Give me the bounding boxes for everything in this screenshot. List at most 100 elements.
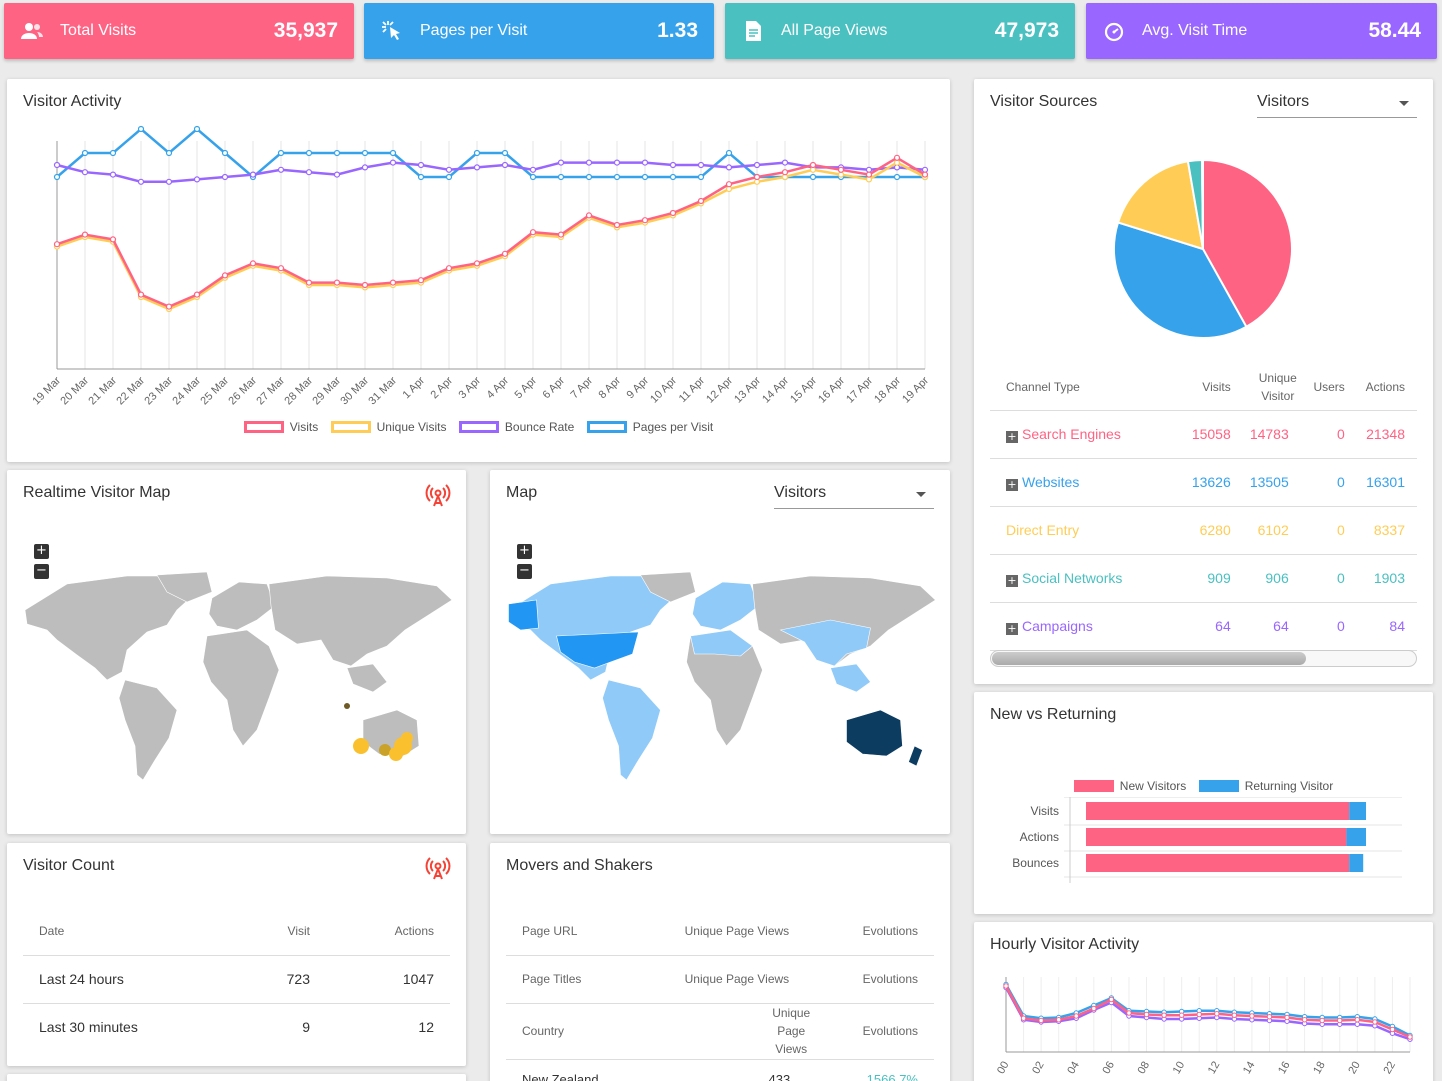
data-point[interactable]: [697, 173, 705, 181]
data-point[interactable]: [109, 236, 117, 243]
data-point[interactable]: [165, 178, 173, 185]
data-point[interactable]: [221, 272, 229, 279]
data-point[interactable]: [473, 149, 481, 157]
data-point[interactable]: [249, 260, 257, 267]
data-point[interactable]: [1319, 1017, 1325, 1024]
map-dropdown[interactable]: Visitors: [774, 484, 934, 509]
data-point[interactable]: [613, 173, 621, 181]
data-point[interactable]: [389, 279, 397, 286]
bar-returning-visitor[interactable]: [1349, 854, 1364, 872]
channel-cell[interactable]: + Social Networks: [990, 554, 1176, 602]
data-point[interactable]: [1143, 1011, 1150, 1018]
data-point[interactable]: [417, 161, 425, 169]
data-point[interactable]: [417, 277, 425, 284]
data-point[interactable]: [669, 161, 677, 169]
data-point[interactable]: [165, 149, 173, 157]
series-line-visits[interactable]: [56, 156, 926, 308]
data-point[interactable]: [1003, 983, 1009, 989]
data-point[interactable]: [361, 281, 369, 289]
series-line-pages-per-visit[interactable]: [1004, 983, 1411, 1037]
data-point[interactable]: [1301, 1017, 1308, 1023]
data-point[interactable]: [305, 149, 313, 157]
data-point[interactable]: [109, 149, 117, 157]
data-point[interactable]: [1372, 1019, 1378, 1025]
data-point[interactable]: [1020, 1015, 1027, 1021]
data-point[interactable]: [249, 171, 257, 178]
pie-slice-direct-entry[interactable]: [1116, 160, 1205, 251]
data-point[interactable]: [529, 173, 537, 181]
data-point[interactable]: [697, 161, 705, 169]
bar-new-visitors[interactable]: [1086, 802, 1350, 820]
stat-card-pages-per-visit[interactable]: Pages per Visit 1.33: [364, 3, 714, 59]
data-point[interactable]: [921, 171, 929, 178]
stat-card-avg-visit-time[interactable]: Avg. Visit Time 58.44: [1086, 3, 1437, 59]
expand-icon[interactable]: +: [1006, 429, 1018, 443]
choropleth-map[interactable]: [490, 570, 950, 810]
data-point[interactable]: [193, 291, 201, 298]
data-point[interactable]: [221, 149, 229, 157]
series-line-visits[interactable]: [1004, 985, 1411, 1039]
data-point[interactable]: [1214, 1011, 1220, 1017]
legend-item[interactable]: Pages per Visit: [586, 420, 713, 434]
world-map[interactable]: [7, 570, 466, 810]
table-row[interactable]: + Websites 13626 13505 0 16301: [990, 458, 1417, 506]
data-point[interactable]: [137, 178, 145, 185]
data-point[interactable]: [333, 279, 341, 286]
table-row[interactable]: + Social Networks 909 906 0 1903: [990, 554, 1417, 602]
data-point[interactable]: [529, 166, 537, 173]
data-point[interactable]: [781, 159, 789, 166]
channel-cell[interactable]: + Websites: [990, 458, 1176, 506]
stat-card-total-visits[interactable]: Total Visits 35,937: [4, 3, 354, 59]
data-point[interactable]: [809, 161, 817, 169]
data-point[interactable]: [165, 303, 173, 310]
data-point[interactable]: [641, 159, 649, 166]
data-point[interactable]: [641, 173, 649, 181]
data-point[interactable]: [837, 166, 845, 173]
data-point[interactable]: [641, 217, 649, 224]
data-point[interactable]: [1284, 1014, 1290, 1021]
data-point[interactable]: [305, 279, 313, 286]
legend-item[interactable]: New Visitors: [1073, 779, 1186, 793]
data-point[interactable]: [809, 173, 817, 181]
data-point[interactable]: [361, 149, 369, 157]
expand-icon[interactable]: +: [1006, 573, 1018, 587]
data-point[interactable]: [725, 149, 733, 157]
data-point[interactable]: [557, 231, 565, 238]
data-point[interactable]: [445, 166, 453, 173]
zoom-in-button[interactable]: +: [34, 544, 49, 559]
data-point[interactable]: [473, 260, 481, 267]
data-point[interactable]: [1178, 1012, 1185, 1018]
data-point[interactable]: [445, 173, 453, 181]
data-point[interactable]: [53, 161, 61, 169]
data-point[interactable]: [221, 173, 229, 181]
series-line-unique-visits[interactable]: [56, 161, 926, 311]
data-point[interactable]: [389, 149, 397, 157]
data-point[interactable]: [81, 231, 89, 238]
pie-slice-search-engines[interactable]: [1202, 158, 1293, 329]
zoom-out-button[interactable]: −: [34, 564, 49, 579]
data-point[interactable]: [473, 164, 481, 171]
data-point[interactable]: [585, 173, 593, 181]
data-point[interactable]: [445, 265, 453, 272]
data-point[interactable]: [865, 171, 873, 178]
data-point[interactable]: [1091, 1005, 1097, 1012]
broadcast-icon[interactable]: [425, 482, 451, 508]
data-point[interactable]: [501, 250, 509, 257]
table-row[interactable]: New Zealand 433 1566.7%: [522, 1071, 918, 1081]
channel-cell[interactable]: + Search Engines: [990, 410, 1176, 458]
data-point[interactable]: [361, 164, 369, 171]
broadcast-icon[interactable]: [425, 855, 451, 881]
data-point[interactable]: [1126, 1010, 1132, 1016]
zoom-out-button[interactable]: −: [517, 564, 532, 579]
data-point[interactable]: [53, 241, 61, 248]
data-point[interactable]: [305, 169, 313, 176]
expand-icon[interactable]: +: [1006, 621, 1018, 635]
data-point[interactable]: [893, 154, 901, 161]
data-point[interactable]: [1337, 1017, 1343, 1024]
data-point[interactable]: [137, 125, 145, 133]
data-point[interactable]: [333, 149, 341, 157]
data-point[interactable]: [109, 171, 117, 178]
stat-card-all-page-views[interactable]: All Page Views 47,973: [725, 3, 1075, 59]
scrollbar-thumb[interactable]: [992, 652, 1306, 665]
data-point[interactable]: [1161, 1012, 1167, 1018]
